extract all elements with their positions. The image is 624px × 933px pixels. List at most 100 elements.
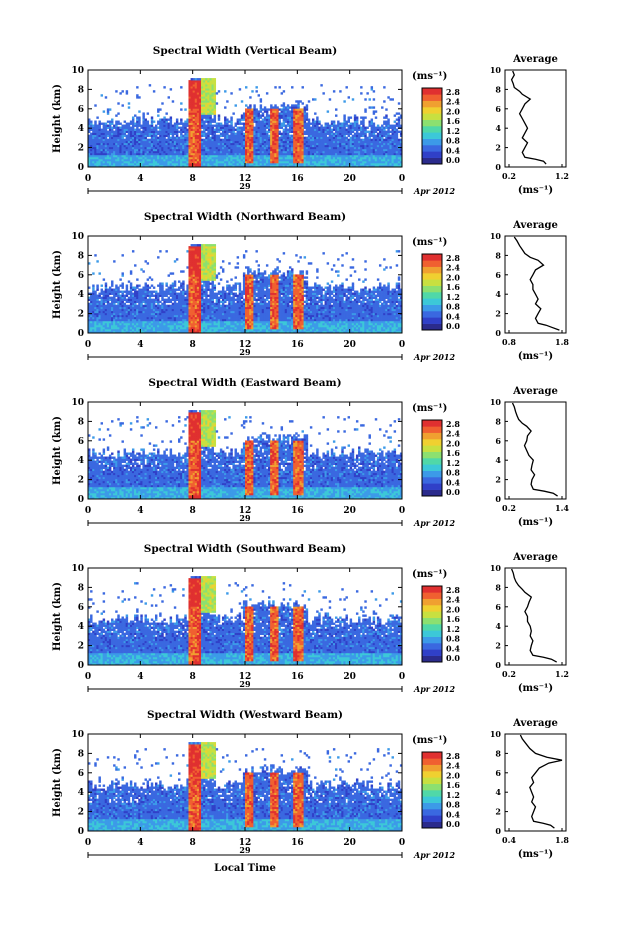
heatmap-cell bbox=[188, 110, 190, 112]
heatmap-cell bbox=[109, 305, 111, 307]
heatmap-cell bbox=[262, 153, 264, 155]
heatmap-cell bbox=[348, 121, 350, 123]
heatmap-cell bbox=[318, 133, 320, 135]
heatmap-cell bbox=[105, 325, 107, 327]
heatmap-cell bbox=[264, 155, 266, 157]
heatmap-cell bbox=[205, 98, 207, 100]
heatmap-cell bbox=[209, 100, 211, 102]
heatmap-cell bbox=[140, 133, 142, 135]
heatmap-cell bbox=[105, 309, 107, 311]
heatmap-cell bbox=[247, 108, 249, 110]
heatmap-cell bbox=[140, 137, 142, 139]
heatmap-cell bbox=[132, 119, 134, 121]
heatmap-cell bbox=[130, 293, 132, 295]
heatmap-cell bbox=[302, 163, 304, 165]
heatmap-cell bbox=[260, 141, 262, 143]
heatmap-cell bbox=[251, 90, 253, 92]
heatmap-cell bbox=[94, 321, 96, 323]
heatmap-cell bbox=[364, 147, 366, 149]
heatmap-cell bbox=[157, 325, 159, 327]
heatmap-cell bbox=[124, 125, 126, 127]
heatmap-cell bbox=[320, 125, 322, 127]
heatmap-cell bbox=[352, 123, 354, 125]
heatmap-cell bbox=[90, 307, 92, 309]
heatmap-cell bbox=[207, 78, 209, 80]
heatmap-cell bbox=[142, 131, 144, 133]
heatmap-cell bbox=[262, 145, 264, 147]
average-y-tick-label: 10 bbox=[490, 65, 502, 75]
heatmap-cell bbox=[191, 131, 193, 133]
heatmap-cell bbox=[180, 135, 182, 137]
heatmap-cell bbox=[153, 159, 155, 161]
heatmap-cell bbox=[147, 313, 149, 315]
heatmap-cell bbox=[356, 149, 358, 151]
heatmap-cell bbox=[145, 133, 147, 135]
heatmap-cell bbox=[174, 163, 176, 165]
heatmap-cell bbox=[165, 129, 167, 131]
heatmap-cell bbox=[151, 329, 153, 331]
heatmap-cell bbox=[312, 163, 314, 165]
heatmap-cell bbox=[383, 86, 385, 88]
heatmap-cell bbox=[113, 301, 115, 303]
heatmap-cell bbox=[201, 147, 203, 149]
heatmap-cell bbox=[310, 139, 312, 141]
heatmap-cell bbox=[216, 139, 218, 141]
heatmap-cell bbox=[147, 307, 149, 309]
heatmap-cell bbox=[174, 285, 176, 287]
heatmap-cell bbox=[214, 98, 216, 100]
heatmap-cell bbox=[276, 137, 278, 139]
colorbar-tick-label: 0.4 bbox=[446, 145, 460, 155]
heatmap-cell bbox=[188, 137, 190, 139]
heatmap-cell bbox=[153, 90, 155, 92]
heatmap-cell bbox=[201, 127, 203, 129]
heatmap-cell bbox=[320, 155, 322, 157]
heatmap-cell bbox=[134, 329, 136, 331]
heatmap-cell bbox=[389, 98, 391, 100]
heatmap-cell bbox=[352, 151, 354, 153]
heatmap-cell bbox=[251, 112, 253, 114]
heatmap-cell bbox=[287, 145, 289, 147]
heatmap-cell bbox=[111, 141, 113, 143]
heatmap-cell bbox=[249, 151, 251, 153]
heatmap-cell bbox=[180, 127, 182, 129]
heatmap-cell bbox=[107, 327, 109, 329]
heatmap-cell bbox=[283, 161, 285, 163]
heatmap-cell bbox=[197, 125, 199, 127]
heatmap-cell bbox=[178, 153, 180, 155]
heatmap-cell bbox=[107, 110, 109, 112]
heatmap-cell bbox=[197, 131, 199, 133]
heatmap-cell bbox=[115, 143, 117, 145]
heatmap-cell bbox=[394, 127, 396, 129]
heatmap-cell bbox=[262, 108, 264, 110]
heatmap-cell bbox=[149, 145, 151, 147]
heatmap-cell bbox=[121, 272, 123, 274]
heatmap-cell bbox=[184, 149, 186, 151]
heatmap-cell bbox=[138, 303, 140, 305]
heatmap-cell bbox=[345, 161, 347, 163]
heatmap-cell bbox=[90, 149, 92, 151]
heatmap-cell bbox=[318, 153, 320, 155]
heatmap-cell bbox=[176, 157, 178, 159]
heatmap-cell bbox=[243, 153, 245, 155]
heatmap-cell bbox=[251, 147, 253, 149]
heatmap-cell bbox=[188, 80, 190, 82]
heatmap-cell bbox=[209, 145, 211, 147]
heatmap-cell bbox=[163, 325, 165, 327]
heatmap-cell bbox=[306, 147, 308, 149]
heatmap-cell bbox=[105, 295, 107, 297]
heatmap-cell bbox=[188, 94, 190, 96]
heatmap-cell bbox=[216, 131, 218, 133]
heatmap-cell bbox=[314, 157, 316, 159]
heatmap-cell bbox=[157, 151, 159, 153]
heatmap-cell bbox=[188, 161, 190, 163]
heatmap-cell bbox=[153, 317, 155, 319]
heatmap-cell bbox=[136, 287, 138, 289]
heatmap-cell bbox=[126, 321, 128, 323]
heatmap-cell bbox=[113, 303, 115, 305]
heatmap-cell bbox=[207, 137, 209, 139]
heatmap-cell bbox=[341, 127, 343, 129]
heatmap-cell bbox=[392, 145, 394, 147]
heatmap-cell bbox=[96, 325, 98, 327]
heatmap-cell bbox=[111, 282, 113, 284]
heatmap-cell bbox=[96, 145, 98, 147]
